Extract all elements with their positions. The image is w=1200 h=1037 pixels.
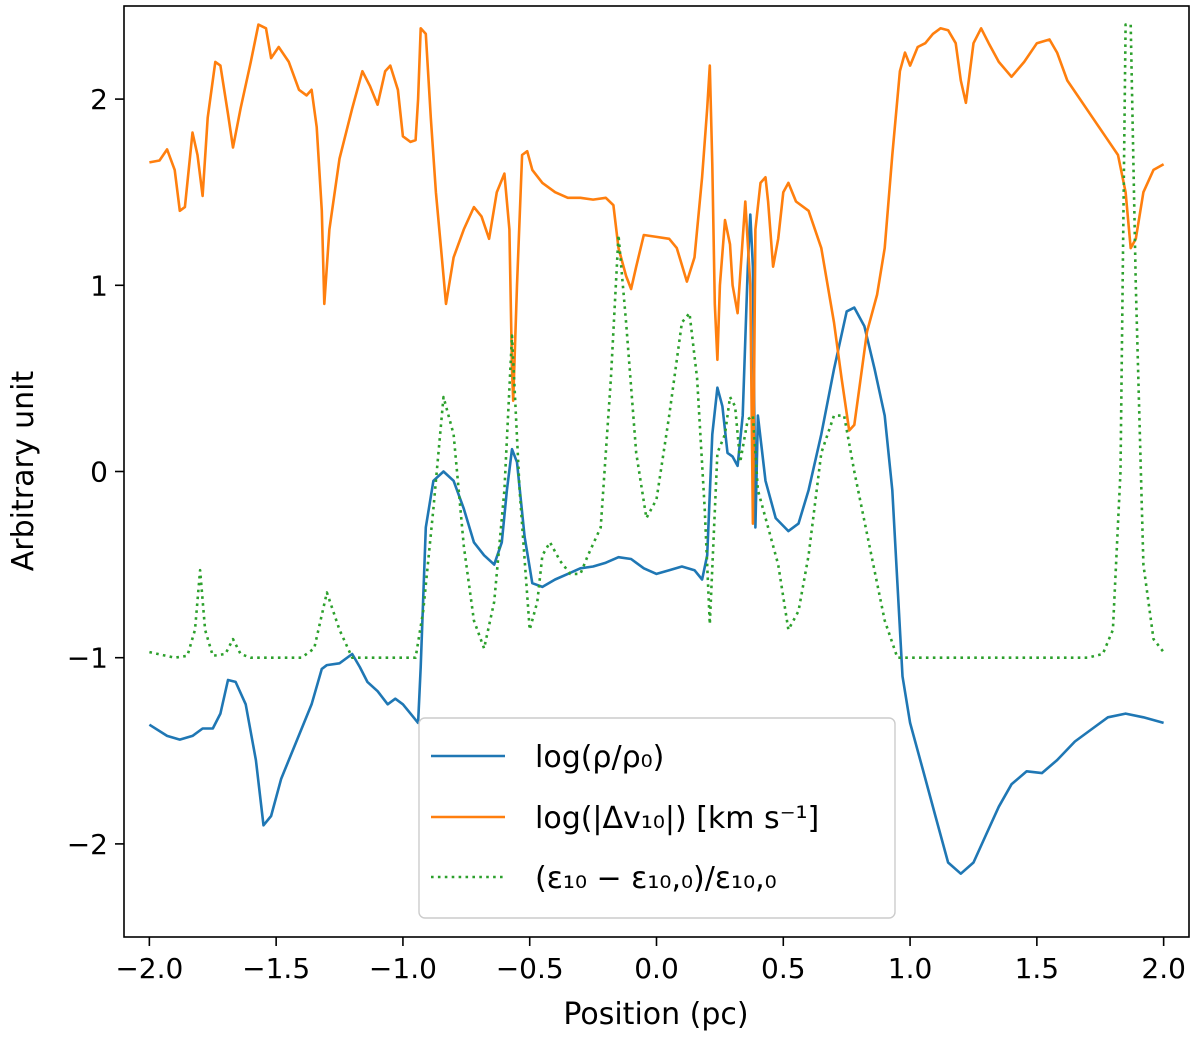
x-tick-label: −1.0 (369, 952, 437, 985)
x-axis-ticks: −2.0 −1.5 −1.0 −0.5 0.0 0.5 1.0 1.5 2.0 (115, 937, 1186, 985)
series-layer (148, 23, 1165, 875)
legend-label-velocity: log(|Δv₁₀|) [km s⁻¹] (535, 801, 819, 836)
y-tick-label: −1 (67, 642, 108, 675)
x-tick-label: 0.5 (761, 952, 806, 985)
y-tick-label: 0 (90, 456, 108, 489)
y-axis-label: Arbitrary unit (6, 371, 41, 572)
y-tick-label: 2 (90, 83, 108, 116)
y-tick-label: −2 (67, 828, 108, 861)
legend-box (418, 717, 896, 919)
series-line-emissivity (149, 23, 1165, 659)
series-line-velocity (149, 23, 1165, 525)
series-line-density (148, 213, 1164, 875)
x-tick-label: 0.0 (634, 952, 679, 985)
x-tick-label: −1.5 (242, 952, 310, 985)
x-tick-label: 1.0 (888, 952, 933, 985)
x-tick-label: −2.0 (115, 952, 183, 985)
legend-label-emissivity: (ε₁₀ − ε₁₀,₀)/ε₁₀,₀ (535, 861, 777, 896)
x-axis-label: Position (pc) (563, 997, 748, 1032)
x-tick-label: 2.0 (1141, 952, 1186, 985)
x-tick-label: 1.5 (1015, 952, 1060, 985)
legend: log(ρ/ρ₀) log(|Δv₁₀|) [km s⁻¹] (ε₁₀ − ε₁… (418, 717, 896, 919)
y-axis-ticks: −2 −1 0 1 2 (67, 83, 124, 861)
legend-label-density: log(ρ/ρ₀) (535, 740, 664, 775)
y-tick-label: 1 (90, 269, 108, 302)
x-tick-label: −0.5 (496, 952, 564, 985)
